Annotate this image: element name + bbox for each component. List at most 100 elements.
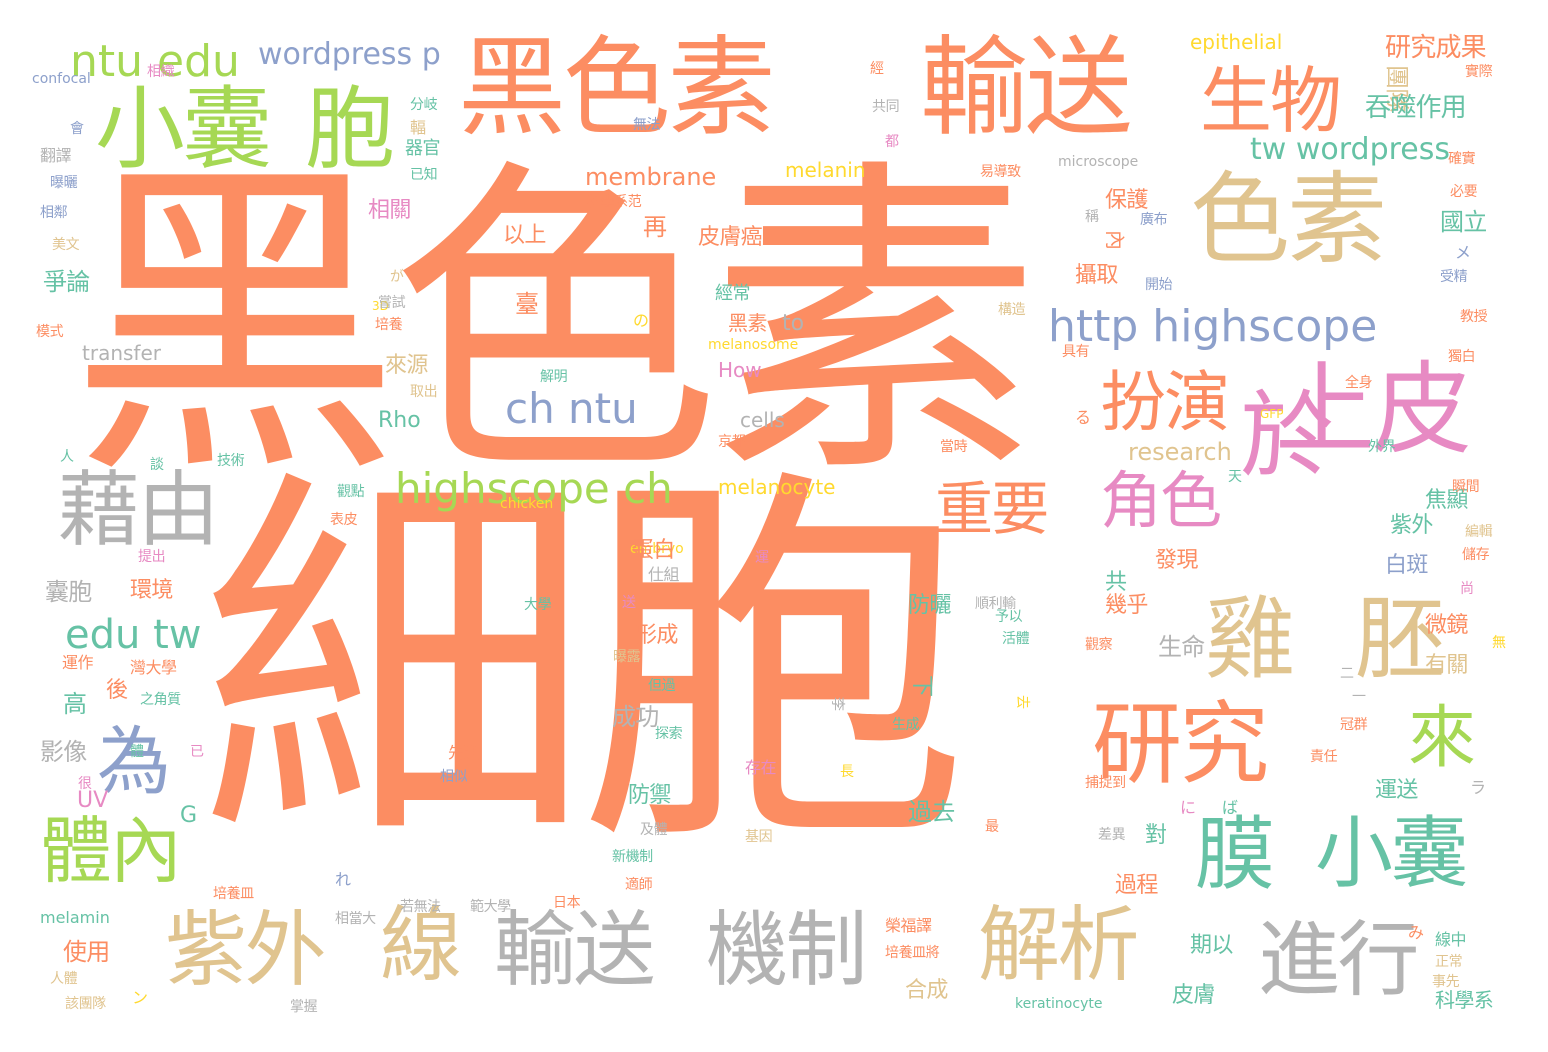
cloud-word: 二 <box>1340 666 1354 682</box>
cloud-word: 儲存 <box>1462 547 1490 563</box>
cloud-word: microscope <box>1058 154 1139 170</box>
cloud-word: to <box>782 311 805 336</box>
cloud-word: ch ntu <box>505 384 638 433</box>
cloud-word: 獨白 <box>1448 349 1476 365</box>
cloud-word: 胚 <box>1355 587 1445 692</box>
cloud-word: 捕捉到 <box>1085 775 1126 791</box>
cloud-word: 構造 <box>998 302 1026 318</box>
cloud-word: 京都 <box>718 434 746 450</box>
cloud-word: 先進 <box>448 743 480 762</box>
cloud-word: 提出 <box>138 549 166 565</box>
cloud-word: 觀察 <box>1085 637 1113 653</box>
cloud-word: 模式 <box>36 324 64 340</box>
cloud-word: 輸送 <box>920 26 1133 151</box>
cloud-word: 範大學 <box>470 899 511 915</box>
cloud-word: 取出 <box>410 384 438 400</box>
cloud-word: 藉由 <box>58 463 220 558</box>
cloud-word: edu tw <box>65 612 202 658</box>
cloud-word: epithelial <box>1190 30 1283 54</box>
cloud-word: 吞噬作用 <box>1365 93 1467 123</box>
cloud-word: 大學 <box>524 597 552 613</box>
cloud-word: 小囊 <box>1315 809 1469 899</box>
cloud-word: 外界 <box>1368 439 1396 455</box>
cloud-word: 開始 <box>1145 277 1173 293</box>
cloud-word: 冠群 <box>1340 717 1368 733</box>
cloud-word: 相織 <box>147 64 175 80</box>
cloud-word: 成功 <box>612 703 659 731</box>
cloud-word: Rho <box>378 408 421 433</box>
cloud-word: 新機制 <box>612 849 653 865</box>
cloud-word: 實際 <box>1465 64 1493 80</box>
cloud-word: 基因 <box>745 829 773 845</box>
cloud-word: 嘗試 <box>378 295 406 311</box>
cloud-word: 膜 <box>1195 808 1275 901</box>
cloud-word: 爭論 <box>43 268 90 296</box>
cloud-word: メ <box>1455 243 1471 262</box>
cloud-word: 環境 <box>130 578 173 603</box>
cloud-word: 紫外 <box>1390 513 1433 538</box>
cloud-word: transfer <box>82 341 161 365</box>
cloud-word: 稱 <box>1085 209 1099 225</box>
cloud-word: 攝取 <box>1075 263 1118 288</box>
cloud-word: 扮演 <box>1100 364 1230 441</box>
cloud-word: cells <box>740 408 785 432</box>
cloud-word: の <box>633 311 649 330</box>
cloud-word: 紫外 <box>165 903 327 998</box>
cloud-word: る <box>1075 408 1091 427</box>
cloud-word: 使用 <box>63 938 110 966</box>
cloud-word: 生成 <box>892 717 920 733</box>
cloud-word: が <box>390 269 404 285</box>
cloud-word: 確實 <box>1448 151 1476 167</box>
cloud-word: melanocyte <box>718 475 836 499</box>
cloud-word: 榮福譯 <box>885 916 932 935</box>
cloud-word: 該團隊 <box>65 996 106 1012</box>
cloud-word: 若無法 <box>400 899 441 915</box>
cloud-word: 色素 <box>1190 161 1387 278</box>
cloud-word: 國立 <box>1440 208 1487 236</box>
cloud-word: 期以 <box>1190 933 1233 958</box>
cloud-word: 技術 <box>217 453 245 469</box>
cloud-word: 科學系范 <box>587 194 642 210</box>
cloud-word: 受精 <box>1440 269 1468 285</box>
cloud-word: keratinocyte <box>1015 996 1103 1012</box>
cloud-word: 正常 <box>1435 954 1463 970</box>
cloud-word: 相似 <box>440 769 468 785</box>
cloud-word: 最 <box>985 819 999 835</box>
cloud-word: UV <box>77 788 109 813</box>
cloud-word: 順利輸 <box>975 596 1016 612</box>
cloud-word: 線 <box>380 898 462 993</box>
cloud-word: 仕組 <box>648 565 680 584</box>
cloud-word: 運送 <box>1375 778 1418 803</box>
cloud-word: 易導致 <box>980 164 1021 180</box>
cloud-word: 保護 <box>1105 188 1148 213</box>
cloud-word: 解析 <box>978 898 1140 993</box>
cloud-word: GFP <box>1260 407 1284 421</box>
cloud-word: れ <box>335 870 351 889</box>
cloud-word: 共同 <box>872 99 900 115</box>
cloud-word: 黑色素 <box>458 26 776 151</box>
cloud-word: 重要 <box>935 475 1049 543</box>
cloud-word: How <box>718 358 762 382</box>
cloud-word: 都 <box>885 134 899 150</box>
cloud-word: 相當大 <box>335 911 376 927</box>
cloud-word: 很 <box>78 776 92 792</box>
cloud-word: 培養皿 <box>213 886 254 902</box>
cloud-word: 事先 <box>1432 974 1460 990</box>
cloud-word: 掌握 <box>290 999 318 1015</box>
cloud-word: 教授 <box>1460 309 1488 325</box>
cloud-word: 日本 <box>553 895 581 911</box>
cloud-word: 微鏡 <box>1425 613 1468 638</box>
cloud-word: 探索 <box>655 726 683 742</box>
cloud-word: 發現 <box>1155 548 1198 573</box>
cloud-word: 為 <box>97 719 171 805</box>
cloud-word: 無法 <box>633 117 661 133</box>
cloud-word: 觀點 <box>337 484 365 500</box>
cloud-word: 會 <box>70 121 84 137</box>
cloud-word: highscope ch <box>395 464 673 513</box>
cloud-word: tw wordpress <box>1250 132 1451 167</box>
cloud-word: 來 <box>1408 699 1476 778</box>
cloud-word: 臺 <box>515 290 539 318</box>
cloud-word: 形成 <box>635 623 678 648</box>
cloud-word: 內 <box>1103 230 1127 250</box>
